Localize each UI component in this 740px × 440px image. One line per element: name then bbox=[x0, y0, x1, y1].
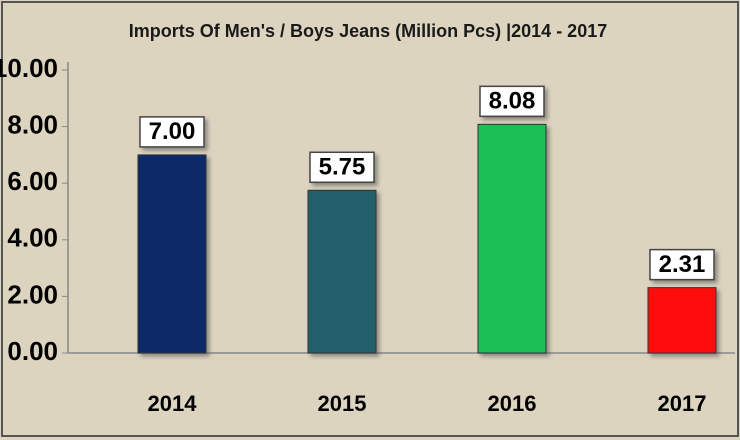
chart-title: Imports Of Men's / Boys Jeans (Million P… bbox=[129, 21, 607, 41]
y-tick-label: 0.00 bbox=[7, 336, 58, 366]
value-label-box bbox=[139, 116, 205, 148]
bar bbox=[137, 154, 207, 354]
y-tick-label: 6.00 bbox=[7, 166, 58, 196]
value-label: 5.75 bbox=[319, 154, 366, 181]
bar bbox=[477, 123, 547, 354]
value-label-box bbox=[649, 248, 715, 281]
y-tick-label: 10.00 bbox=[0, 53, 58, 83]
y-tick-label: 4.00 bbox=[7, 223, 58, 253]
x-tick-label: 2016 bbox=[488, 391, 537, 416]
bar bbox=[647, 287, 717, 354]
x-tick-label: 2014 bbox=[148, 391, 198, 416]
value-label: 7.00 bbox=[149, 118, 196, 145]
y-tick-label: 8.00 bbox=[7, 109, 58, 139]
x-tick-label: 2015 bbox=[318, 391, 367, 416]
value-label: 2.31 bbox=[659, 251, 706, 278]
value-label-box bbox=[479, 85, 545, 118]
bar bbox=[307, 189, 377, 354]
x-tick-label: 2017 bbox=[658, 391, 707, 416]
value-label-box bbox=[309, 151, 375, 184]
value-label: 8.08 bbox=[489, 88, 536, 115]
y-tick-label: 2.00 bbox=[7, 279, 58, 309]
